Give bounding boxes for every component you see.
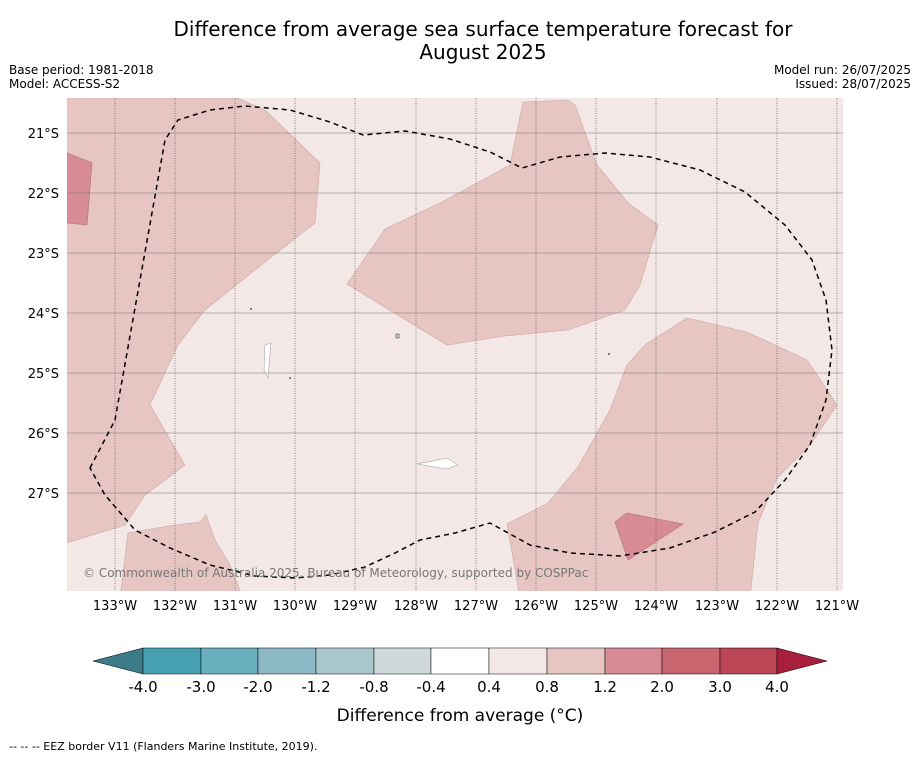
colorbar-tick: -3.0: [186, 678, 215, 696]
eez-border: [89, 105, 833, 579]
model-run: Model run: 26/07/2025: [773, 63, 911, 77]
title-line-2: August 2025: [419, 40, 547, 64]
lon-label: 127°W: [454, 599, 498, 614]
colorbar-segment: [315, 647, 375, 675]
lat-label: 24°S: [28, 307, 59, 322]
longitude-labels: 133°W 132°W 131°W 130°W 129°W 128°W 127°…: [93, 599, 859, 614]
colorbar-tick: 0.8: [535, 678, 559, 696]
copyright-text: © Commonwealth of Australia 2025, Bureau…: [83, 566, 588, 580]
graticule: [114, 98, 838, 591]
meta-left: Base period: 1981-2018 Model: ACCESS-S2: [9, 63, 154, 91]
lat-label: 25°S: [28, 367, 59, 382]
colorbar-segment: [257, 647, 317, 675]
anomaly-region-12-20-southeast: [614, 512, 684, 561]
lon-label: 128°W: [394, 599, 438, 614]
colorbar-tick-labels: -4.0 -3.0 -2.0 -1.2 -0.8 -0.4 0.4 0.8 1.…: [128, 678, 789, 696]
lon-label: 125°W: [574, 599, 618, 614]
colorbar-tick: -4.0: [128, 678, 157, 696]
lat-label: 23°S: [28, 247, 59, 262]
parallels: [67, 132, 843, 494]
colorbar-segment: [604, 647, 663, 675]
anomaly-dot-3: [608, 353, 610, 355]
anomaly-dot-1: [250, 308, 252, 310]
model-name: Model: ACCESS-S2: [9, 77, 121, 91]
colorbar-tick: -1.2: [301, 678, 330, 696]
colorbar-segment: [546, 647, 606, 675]
colorbar-segment: [373, 647, 432, 675]
colorbar-segment: [719, 647, 778, 675]
lon-label: 124°W: [634, 599, 678, 614]
meta-right: Model run: 26/07/2025 Issued: 28/07/2025: [774, 63, 911, 91]
colorbar-segment: [430, 647, 490, 675]
lat-label: 27°S: [28, 487, 59, 502]
colorbar: [92, 647, 828, 675]
colorbar-tick: -0.4: [416, 678, 445, 696]
lon-label: 129°W: [333, 599, 377, 614]
anomaly-patch-white-1: [416, 457, 459, 470]
lon-label: 121°W: [815, 599, 859, 614]
lat-label: 22°S: [28, 187, 59, 202]
colorbar-extend-low: [92, 647, 144, 675]
lon-label: 126°W: [514, 599, 558, 614]
lat-label: 26°S: [28, 427, 59, 442]
eez-footnote: -- -- -- EEZ border V11 (Flanders Marine…: [9, 740, 318, 753]
lon-label: 131°W: [213, 599, 257, 614]
lon-label: 122°W: [755, 599, 799, 614]
lon-label: 123°W: [695, 599, 739, 614]
colorbar-segment: [661, 647, 721, 675]
colorbar-tick: -2.0: [243, 678, 272, 696]
anomaly-region-12-20-west-edge: [67, 152, 93, 226]
colorbar-tick: 0.4: [477, 678, 501, 696]
colorbar-segment: [142, 647, 202, 675]
anomaly-region-08-12-central: [346, 99, 659, 346]
map-panel: © Commonwealth of Australia 2025, Bureau…: [67, 98, 843, 591]
title-line-1: Difference from average sea surface temp…: [173, 17, 793, 41]
issued-date: Issued: 28/07/2025: [795, 77, 911, 91]
map-title: Difference from average sea surface temp…: [0, 18, 919, 64]
lat-label: 21°S: [28, 127, 59, 142]
colorbar-tick: 3.0: [708, 678, 732, 696]
colorbar-tick: 1.2: [593, 678, 617, 696]
colorbar-tick: 4.0: [765, 678, 789, 696]
anomaly-patch-white-2: [263, 342, 272, 379]
colorbar-segment: [200, 647, 259, 675]
colorbar-segment: [488, 647, 548, 675]
lon-label: 132°W: [153, 599, 197, 614]
anomaly-patch-tiny-1: [395, 333, 400, 339]
colorbar-title: Difference from average (°C): [337, 706, 584, 726]
anomaly-dot-2: [289, 377, 291, 379]
anomaly-region-08-12-west: [67, 98, 321, 544]
lon-label: 130°W: [273, 599, 317, 614]
base-period: Base period: 1981-2018: [9, 63, 154, 77]
lon-label: 133°W: [93, 599, 137, 614]
latitude-labels: 21°S 22°S 23°S 24°S 25°S 26°S 27°S: [28, 127, 59, 502]
colorbar-extend-high: [776, 647, 828, 675]
colorbar-tick: -0.8: [359, 678, 388, 696]
colorbar-tick: 2.0: [650, 678, 674, 696]
